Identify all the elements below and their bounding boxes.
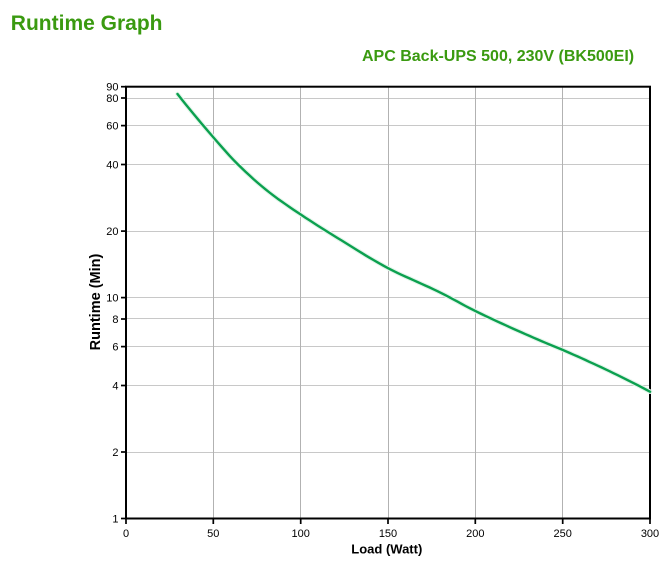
- svg-text:0: 0: [123, 528, 129, 540]
- svg-text:APC Back-UPS 500, 230V (BK500E: APC Back-UPS 500, 230V (BK500EI): [362, 48, 634, 65]
- svg-text:300: 300: [641, 528, 659, 540]
- svg-text:Runtime Graph: Runtime Graph: [11, 12, 163, 35]
- svg-text:80: 80: [106, 93, 118, 105]
- svg-text:1: 1: [112, 514, 118, 526]
- svg-text:6: 6: [112, 342, 118, 354]
- svg-text:20: 20: [106, 226, 118, 238]
- svg-text:8: 8: [112, 314, 118, 326]
- svg-text:90: 90: [106, 82, 118, 94]
- svg-text:Load (Watt): Load (Watt): [351, 541, 422, 556]
- svg-text:250: 250: [554, 528, 572, 540]
- svg-text:60: 60: [106, 121, 118, 133]
- svg-text:10: 10: [106, 293, 118, 305]
- svg-text:4: 4: [112, 381, 118, 393]
- svg-text:40: 40: [106, 160, 118, 172]
- svg-text:2: 2: [112, 447, 118, 459]
- svg-text:200: 200: [466, 528, 484, 540]
- svg-text:50: 50: [207, 528, 219, 540]
- svg-text:100: 100: [292, 528, 310, 540]
- svg-text:150: 150: [379, 528, 397, 540]
- svg-text:Runtime (Min): Runtime (Min): [88, 254, 104, 351]
